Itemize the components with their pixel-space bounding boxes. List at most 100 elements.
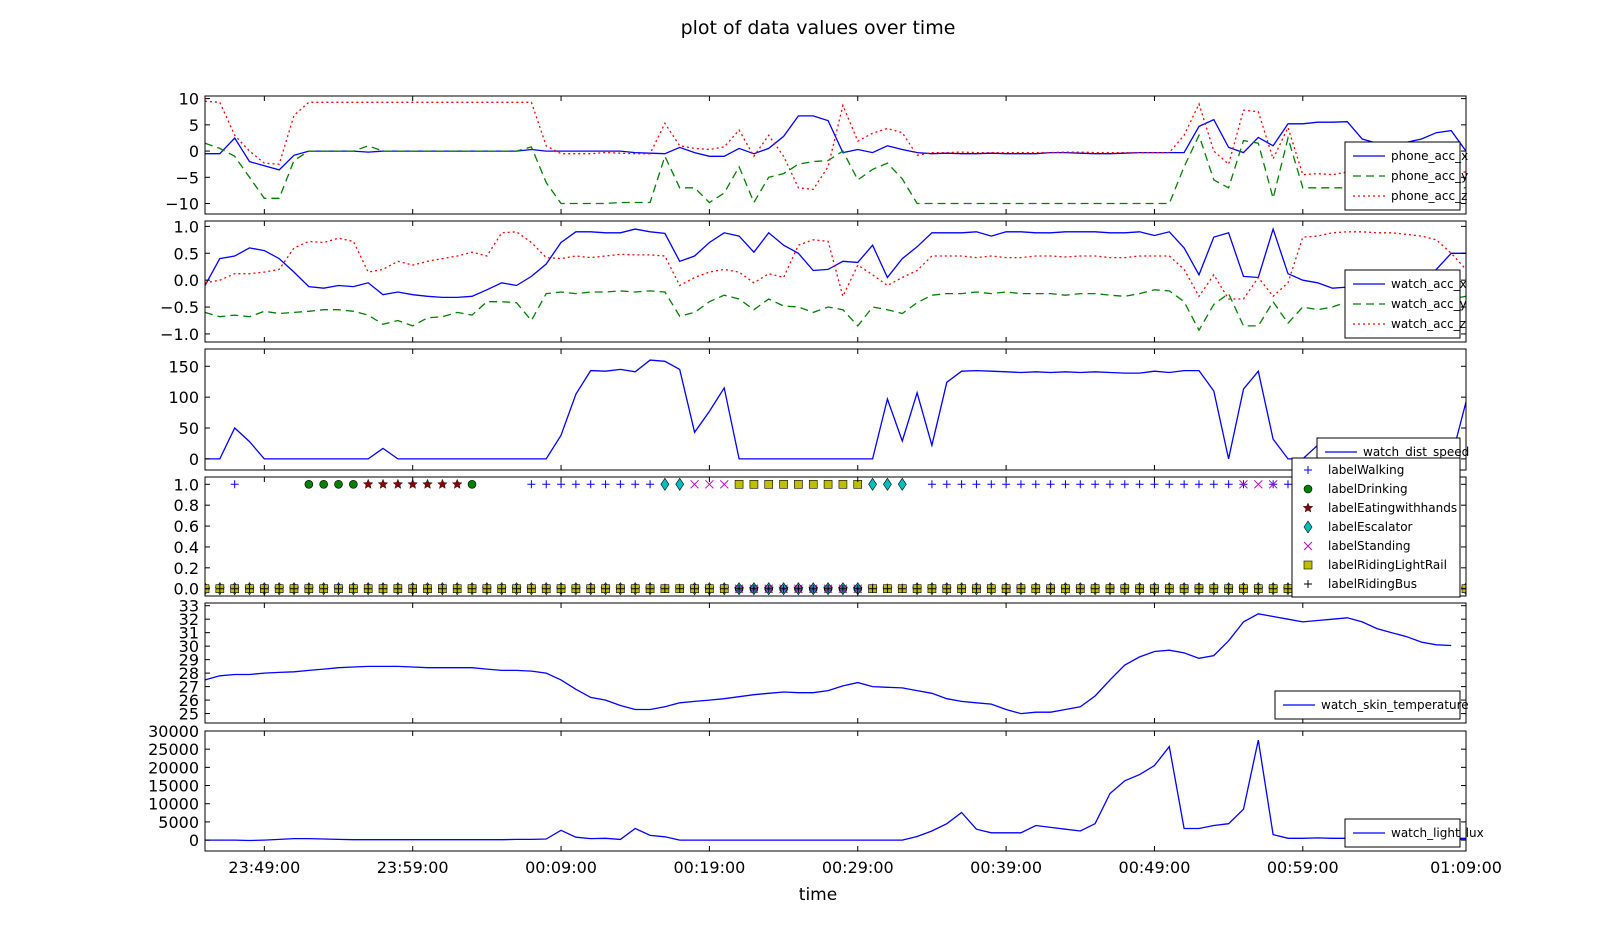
marker-labelRidingBus [334, 584, 343, 593]
y-tick-label: 20000 [148, 758, 199, 777]
marker-labelRidingBus [631, 584, 640, 593]
series-line-watch_acc_y [205, 289, 1466, 332]
marker-labelStanding [705, 479, 714, 489]
marker-labelWalking [542, 480, 551, 489]
y-tick-label: 26 [179, 691, 199, 710]
y-tick-label: −0.5 [160, 298, 199, 317]
marker-labelRidingBus [1091, 584, 1100, 593]
y-tick-label: 27 [179, 678, 199, 697]
marker-labelDrinking [319, 480, 328, 489]
marker-labelWalking [571, 480, 580, 489]
marker-labelWalking [1165, 480, 1174, 489]
subplot-2: −1.0 −0.5 0.0 0.5 1.0 watch_acc_x watch_acc_yw… [160, 217, 1467, 344]
legend: watch_skin_temperature [1274, 690, 1469, 720]
legend-label: watch_skin_temperature [1321, 698, 1469, 712]
marker-labelRidingBus [987, 584, 996, 593]
marker-labelWalking [927, 480, 936, 489]
legend-label: watch_acc_x [1391, 277, 1467, 291]
legend-label: watch_acc_z [1391, 317, 1466, 331]
marker-labelDrinking [304, 480, 314, 489]
y-tick-label: 0 [189, 450, 199, 469]
marker-labelRidingBus [542, 584, 551, 593]
marker-labelWalking [230, 480, 239, 489]
series-line-phone_acc_z [205, 100, 1466, 191]
marker-labelWalking [1105, 480, 1114, 489]
legend-swatch [1304, 580, 1312, 588]
legend-label: labelEatingwithhands [1328, 501, 1457, 515]
marker-labelRidingBus [883, 584, 892, 593]
y-tick-label: 0.8 [174, 496, 199, 515]
legend: watch_light_lux [1344, 818, 1484, 848]
marker-labelEscalator [675, 477, 685, 491]
marker-labelRidingBus [290, 584, 299, 593]
marker-labelRidingBus [972, 584, 981, 593]
axes-frame [204, 348, 1467, 471]
legend-swatch [1303, 560, 1313, 570]
marker-labelRidingBus [1076, 584, 1085, 593]
marker-labelRidingBus [215, 584, 224, 593]
axes-frame [204, 220, 1467, 343]
x-tick-label: 00:39:00 [970, 858, 1042, 877]
plot-area [205, 359, 1466, 460]
x-axis-label: time [799, 885, 837, 905]
y-tick-label: 5000 [158, 813, 199, 832]
marker-labelEatingwithhands [407, 478, 418, 489]
marker-labelWalking [987, 480, 996, 489]
marker-labelWalking [1091, 480, 1100, 489]
marker-labelWalking [586, 480, 595, 489]
y-tick-label: 25000 [148, 740, 199, 759]
y-tick-label: 0.0 [174, 580, 199, 599]
marker-labelRidingBus [512, 584, 521, 593]
subplot-1: −10−50510phone_acc_xphone_acc_yphone_acc… [165, 90, 1468, 215]
axes-frame [204, 602, 1467, 724]
marker-labelRidingLightRail [808, 480, 818, 489]
marker-labelRidingBus [1165, 584, 1174, 593]
y-tick-label: 25 [179, 705, 199, 724]
marker-labelWalking [1224, 480, 1233, 489]
marker-labelRidingBus [468, 584, 477, 593]
marker-labelEatingwithhands [392, 478, 404, 489]
plot-area [205, 100, 1466, 205]
series-line-phone_acc_x [205, 115, 1466, 171]
legend: labelWalking labelDrinking labelEatingwith… [1291, 457, 1461, 598]
legend-swatch [1303, 520, 1313, 534]
marker-labelRidingLightRail [823, 480, 833, 489]
marker-labelRidingBus [1254, 584, 1263, 593]
marker-labelRidingBus [349, 584, 358, 593]
marker-labelRidingLightRail [764, 480, 774, 489]
legend-label: labelRidingBus [1328, 577, 1417, 591]
marker-labelRidingBus [675, 584, 684, 593]
subplot-3: 0 50 100 150 watch_dist_speed [168, 348, 1469, 471]
marker-labelStanding [719, 479, 729, 489]
legend-label: phone_acc_z [1391, 189, 1467, 203]
marker-labelRidingBus [646, 584, 655, 593]
axes-frame [204, 476, 1467, 597]
plot-area [205, 739, 1466, 842]
marker-labelWalking [1061, 480, 1070, 489]
marker-labelRidingBus [764, 584, 773, 593]
marker-labelStanding [1239, 479, 1248, 489]
marker-labelRidingBus [1046, 584, 1055, 593]
marker-labelRidingBus [779, 584, 788, 593]
series-line-watch_acc_z [205, 231, 1466, 300]
legend-box [1344, 141, 1461, 211]
marker-labelEatingwithhands [422, 478, 433, 489]
marker-labelDrinking [334, 480, 343, 489]
marker-labelRidingBus [1269, 584, 1278, 593]
marker-labelRidingBus [720, 584, 729, 593]
legend-label: labelDrinking [1328, 482, 1408, 496]
y-tick-label: 0.0 [174, 271, 199, 290]
y-tick-label: 0.2 [174, 559, 199, 578]
x-tick-label: 00:29:00 [822, 858, 894, 877]
legend-box [1344, 269, 1461, 339]
marker-labelRidingBus [379, 584, 388, 593]
legend: phone_acc_x phone_acc_y phone_acc_z [1344, 141, 1468, 211]
series-line-watch_light_lux [205, 739, 1466, 842]
y-tick-label: 30000 [148, 722, 199, 741]
y-tick-label: 150 [168, 357, 199, 376]
marker-labelRidingLightRail [734, 480, 744, 489]
axes-frame [204, 730, 1467, 852]
marker-labelRidingBus [527, 584, 536, 593]
